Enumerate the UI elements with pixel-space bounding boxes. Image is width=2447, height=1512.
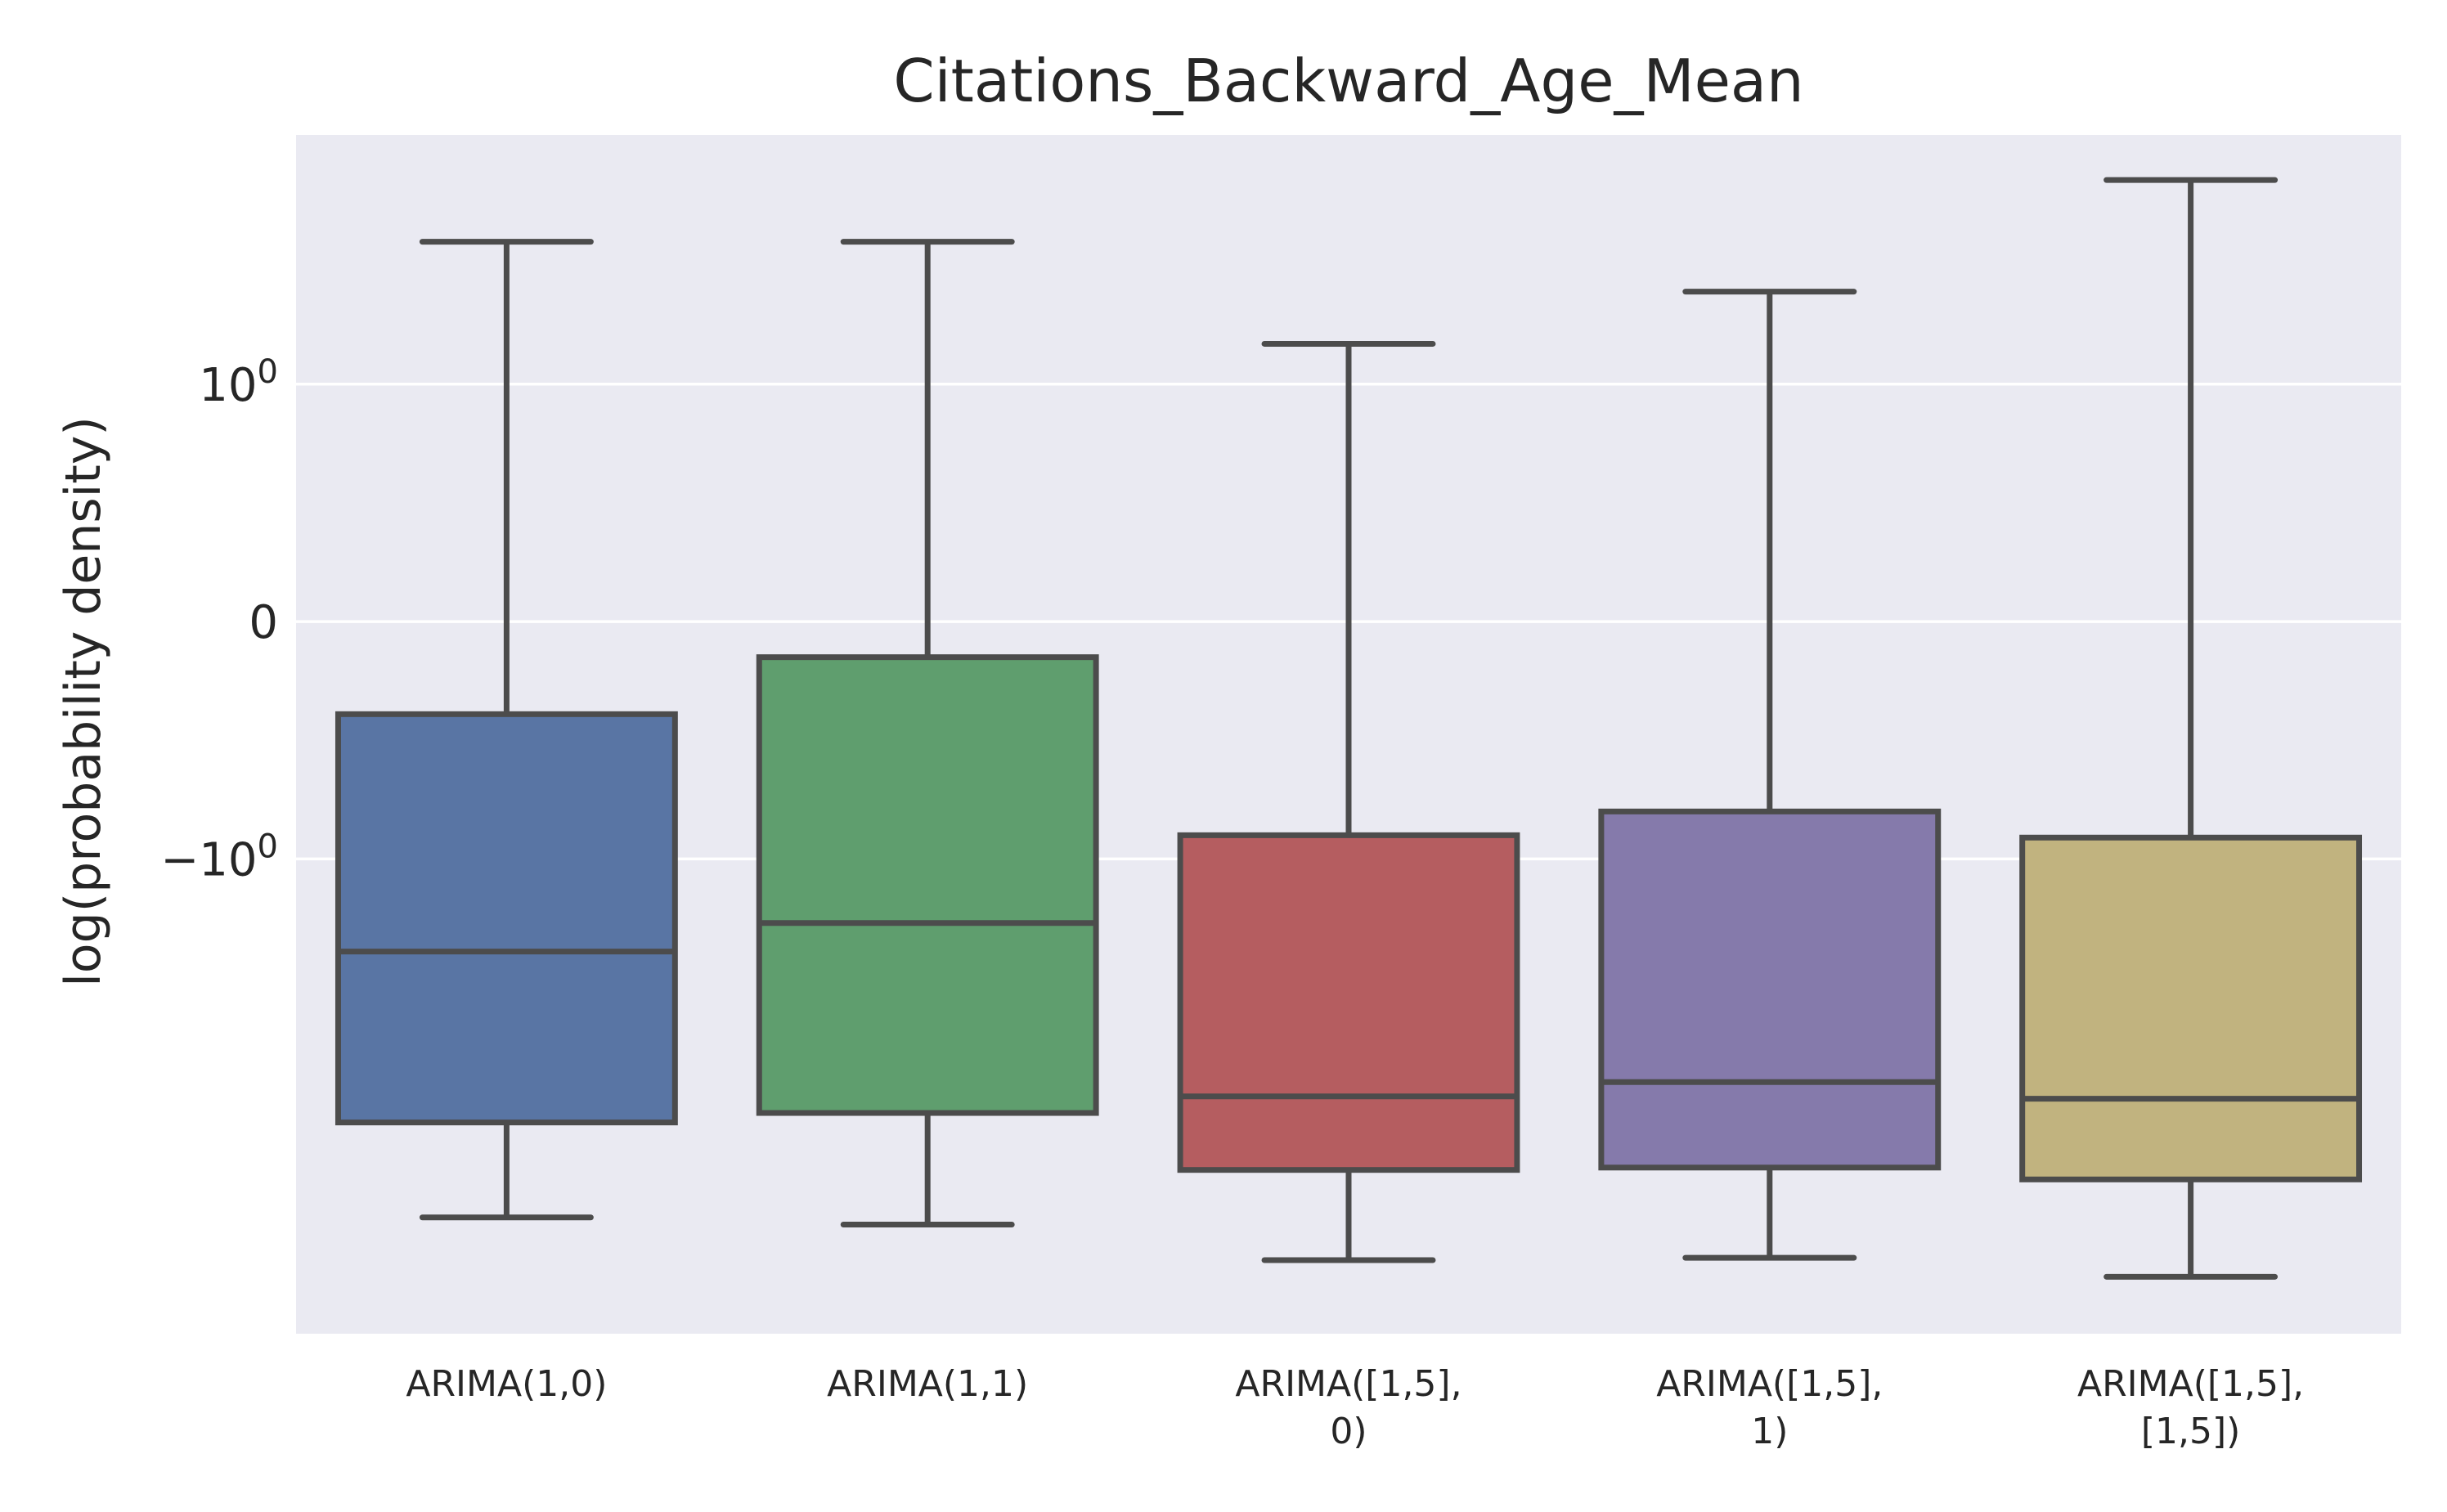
y-tick-label: 0 [249,596,278,649]
box-group [1598,289,1942,1261]
x-tick-label: ARIMA(1,1) [827,1363,1028,1405]
x-tick-label: ARIMA([1,5], 1) [1656,1363,1883,1452]
y-axis-ticks: 100 0 −100 [160,353,278,887]
box-group [334,239,678,1221]
box-group [2019,177,2363,1280]
chart-title: Citations_Backward_Age_Mean [893,47,1803,115]
x-axis-ticks: ARIMA(1,0) ARIMA(1,1) ARIMA([1,5], 0) ARIMA(… [406,1363,2304,1452]
y-tick-label: −100 [160,828,278,886]
boxes [334,177,2363,1280]
box-group [1177,340,1520,1263]
x-tick-label: ARIMA(1,0) [406,1363,607,1405]
x-tick-label: ARIMA([1,5], 0) [1235,1363,1461,1452]
box-group [756,239,1099,1227]
box [334,711,678,1126]
y-axis-label: log(probability density) [55,416,112,986]
box [756,654,1099,1116]
x-tick-label: ARIMA([1,5], [1,5]) [2077,1363,2304,1452]
box [1177,832,1520,1173]
box [2019,834,2363,1182]
box [1598,808,1942,1171]
y-tick-label: 100 [199,353,278,412]
